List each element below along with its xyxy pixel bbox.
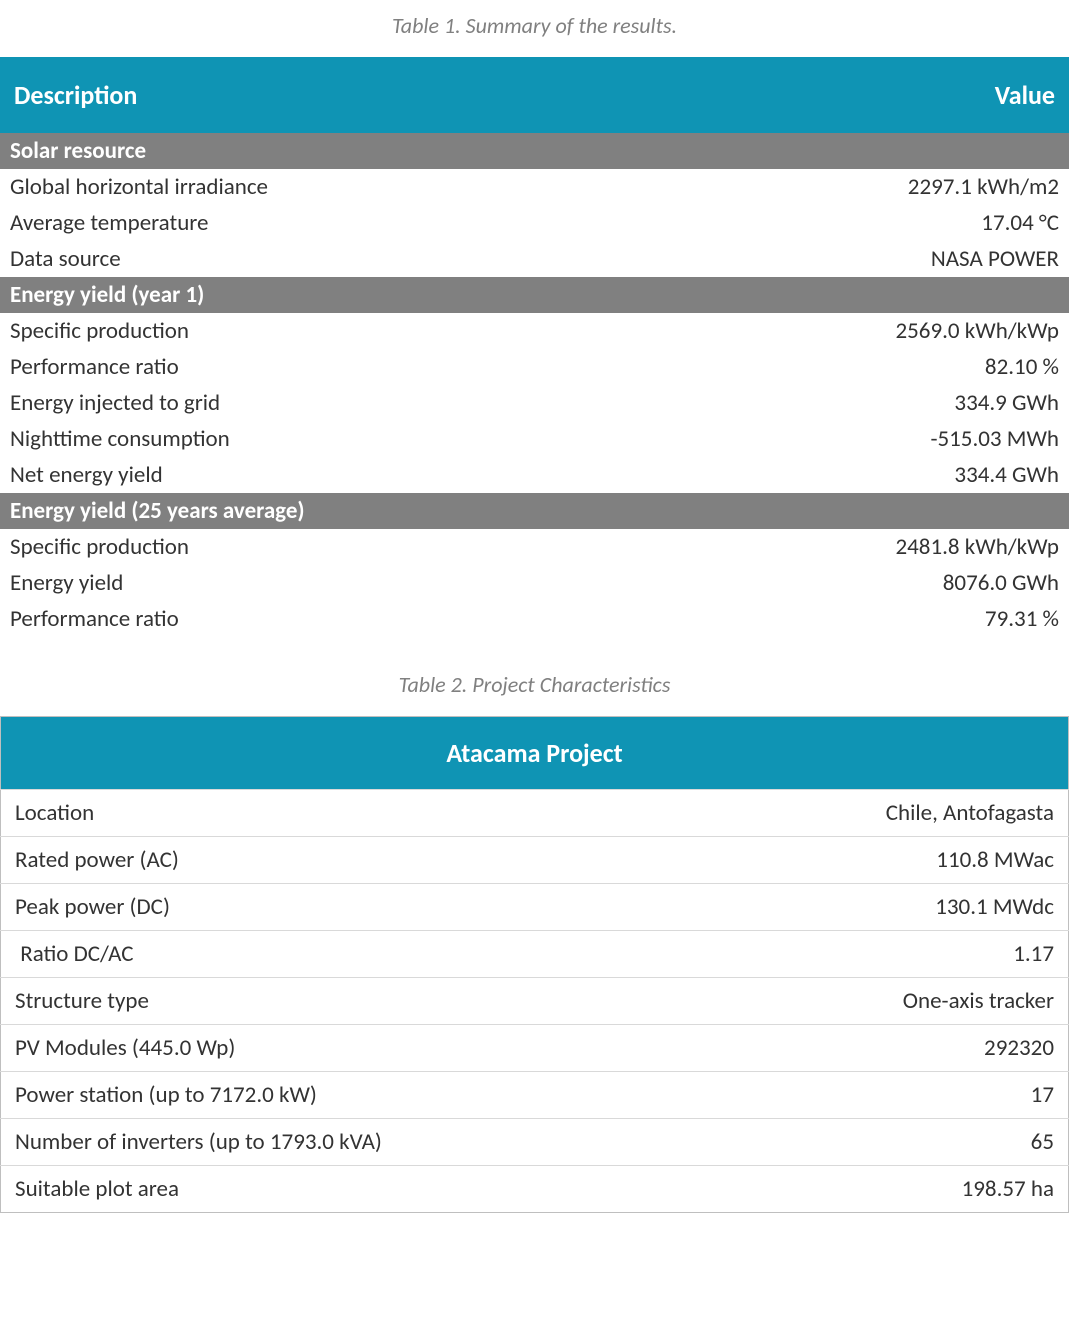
- row-label: Average temperature: [0, 205, 644, 241]
- row-label: Structure type: [1, 978, 714, 1025]
- row-label: Global horizontal irradiance: [0, 169, 644, 205]
- row-value: 17.04 °C: [644, 205, 1069, 241]
- table-row: Rated power (AC)110.8 MWac: [1, 837, 1069, 884]
- table-row: Nighttime consumption-515.03 MWh: [0, 421, 1069, 457]
- table-row: Data sourceNASA POWER: [0, 241, 1069, 277]
- row-value: 2569.0 kWh/kWp: [644, 313, 1069, 349]
- row-label: Specific production: [0, 529, 644, 565]
- table-row: Ratio DC/AC1.17: [1, 931, 1069, 978]
- row-label: Rated power (AC): [1, 837, 714, 884]
- table-row: Global horizontal irradiance2297.1 kWh/m…: [0, 169, 1069, 205]
- table1-header-row: Description Value: [0, 57, 1069, 133]
- row-value: 130.1 MWdc: [714, 884, 1069, 931]
- table-row: Energy injected to grid334.9 GWh: [0, 385, 1069, 421]
- row-value: 79.31 %: [644, 601, 1069, 637]
- table2-title-row: Atacama Project: [1, 717, 1069, 790]
- table1-caption: Table 1. Summary of the results.: [0, 0, 1069, 57]
- row-label: Specific production: [0, 313, 644, 349]
- table1-section-header: Energy yield (year 1): [0, 277, 1069, 313]
- row-value: 1.17: [714, 931, 1069, 978]
- row-label: Performance ratio: [0, 601, 644, 637]
- table-row: Performance ratio82.10 %: [0, 349, 1069, 385]
- row-value: Chile, Antofagasta: [714, 790, 1069, 837]
- row-value: NASA POWER: [644, 241, 1069, 277]
- table-row: Power station (up to 7172.0 kW)17: [1, 1072, 1069, 1119]
- table-row: Specific production2569.0 kWh/kWp: [0, 313, 1069, 349]
- row-value: 8076.0 GWh: [644, 565, 1069, 601]
- section-title: Energy yield (25 years average): [0, 493, 1069, 529]
- row-label: Location: [1, 790, 714, 837]
- row-label: Net energy yield: [0, 457, 644, 493]
- table-row: Energy yield8076.0 GWh: [0, 565, 1069, 601]
- table-row: LocationChile, Antofagasta: [1, 790, 1069, 837]
- row-label: Ratio DC/AC: [1, 931, 714, 978]
- section-title: Solar resource: [0, 133, 1069, 169]
- row-value: 334.9 GWh: [644, 385, 1069, 421]
- table-row: PV Modules (445.0 Wp)292320: [1, 1025, 1069, 1072]
- section-title: Energy yield (year 1): [0, 277, 1069, 313]
- row-label: Energy yield: [0, 565, 644, 601]
- row-label: Suitable plot area: [1, 1166, 714, 1213]
- row-value: 110.8 MWac: [714, 837, 1069, 884]
- row-label: Energy injected to grid: [0, 385, 644, 421]
- row-value: -515.03 MWh: [644, 421, 1069, 457]
- row-label: Data source: [0, 241, 644, 277]
- row-value: 2297.1 kWh/m2: [644, 169, 1069, 205]
- table2-title: Atacama Project: [1, 717, 1069, 790]
- table1-section-header: Solar resource: [0, 133, 1069, 169]
- table-row: Peak power (DC)130.1 MWdc: [1, 884, 1069, 931]
- table-row: Performance ratio79.31 %: [0, 601, 1069, 637]
- row-label: Peak power (DC): [1, 884, 714, 931]
- row-label: Nighttime consumption: [0, 421, 644, 457]
- table1-col-description: Description: [0, 57, 644, 133]
- row-value: 17: [714, 1072, 1069, 1119]
- table-row: Structure typeOne-axis tracker: [1, 978, 1069, 1025]
- row-value: 292320: [714, 1025, 1069, 1072]
- row-value: 334.4 GWh: [644, 457, 1069, 493]
- table-row: Average temperature17.04 °C: [0, 205, 1069, 241]
- table1: Description Value Solar resourceGlobal h…: [0, 57, 1069, 637]
- row-value: 82.10 %: [644, 349, 1069, 385]
- table-row: Net energy yield334.4 GWh: [0, 457, 1069, 493]
- table-row: Suitable plot area198.57 ha: [1, 1166, 1069, 1213]
- row-value: 2481.8 kWh/kWp: [644, 529, 1069, 565]
- table-row: Specific production2481.8 kWh/kWp: [0, 529, 1069, 565]
- row-label: PV Modules (445.0 Wp): [1, 1025, 714, 1072]
- table2: Atacama Project LocationChile, Antofagas…: [0, 716, 1069, 1213]
- table2-caption: Table 2. Project Characteristics: [0, 659, 1069, 716]
- row-value: One-axis tracker: [714, 978, 1069, 1025]
- row-label: Number of inverters (up to 1793.0 kVA): [1, 1119, 714, 1166]
- row-value: 65: [714, 1119, 1069, 1166]
- table1-section-header: Energy yield (25 years average): [0, 493, 1069, 529]
- table-row: Number of inverters (up to 1793.0 kVA)65: [1, 1119, 1069, 1166]
- row-label: Power station (up to 7172.0 kW): [1, 1072, 714, 1119]
- row-value: 198.57 ha: [714, 1166, 1069, 1213]
- row-label: Performance ratio: [0, 349, 644, 385]
- table1-col-value: Value: [644, 57, 1069, 133]
